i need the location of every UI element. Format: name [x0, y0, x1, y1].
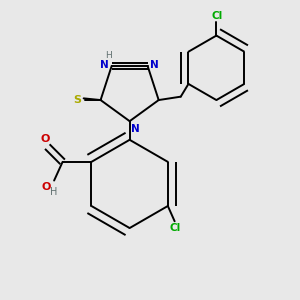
Text: N: N [150, 60, 159, 70]
Text: S: S [73, 95, 81, 105]
Text: Cl: Cl [170, 223, 181, 233]
Text: H: H [50, 187, 57, 197]
Text: Cl: Cl [212, 11, 223, 21]
Text: H: H [106, 51, 112, 60]
Text: N: N [100, 60, 109, 70]
Text: O: O [41, 182, 51, 192]
Text: N: N [131, 124, 140, 134]
Text: O: O [41, 134, 50, 144]
